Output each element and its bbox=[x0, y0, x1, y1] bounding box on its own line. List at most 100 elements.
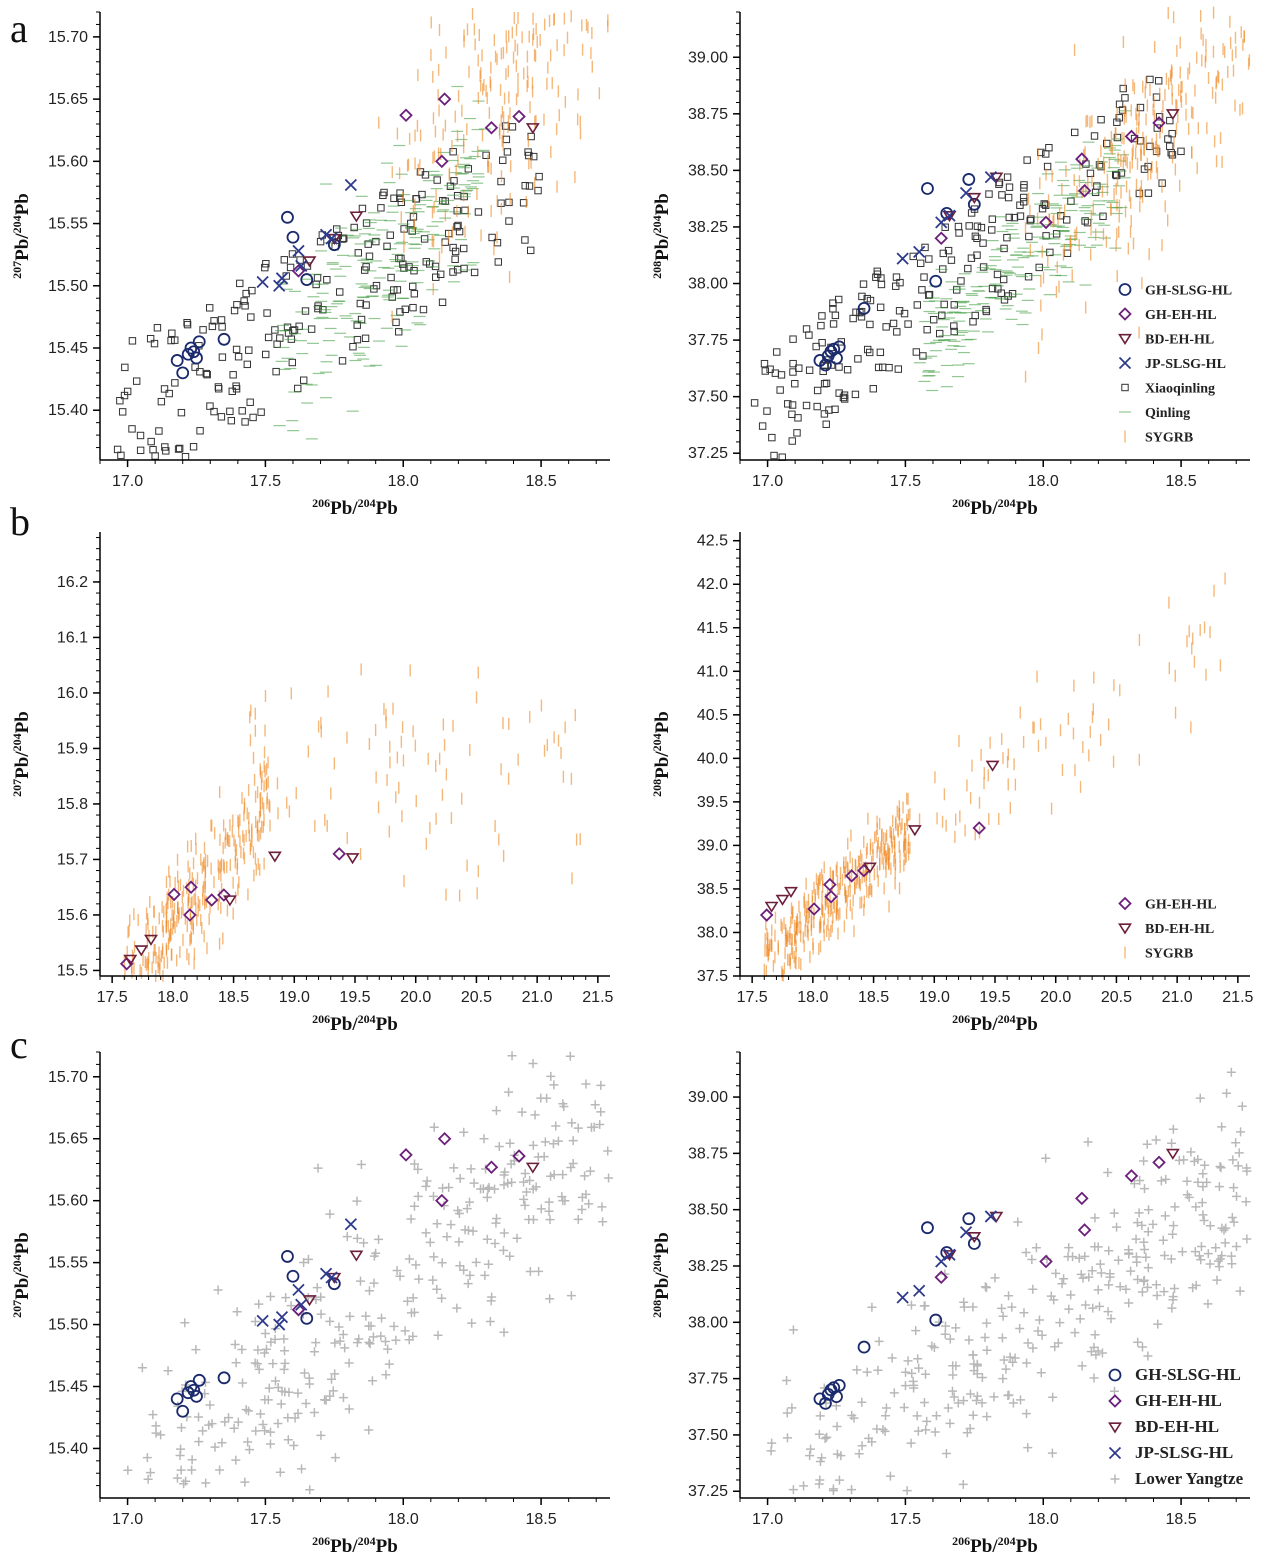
bg-point bbox=[205, 304, 214, 312]
y-axis-label-sup-den: 204 bbox=[650, 215, 664, 233]
bg-point bbox=[1143, 1227, 1153, 1237]
y-tick-label: 38.75 bbox=[688, 106, 728, 123]
bg-point bbox=[1005, 213, 1013, 222]
bg-point bbox=[1220, 1238, 1230, 1248]
y-axis-label: 207Pb/204Pb bbox=[10, 711, 33, 797]
bg-point bbox=[1167, 149, 1175, 157]
bg-point bbox=[874, 1336, 884, 1346]
bg-point bbox=[460, 264, 468, 273]
bg-point bbox=[1074, 1253, 1084, 1263]
bg-point bbox=[968, 1302, 978, 1312]
bg-point bbox=[825, 406, 833, 414]
data-point bbox=[332, 847, 346, 861]
bg-point bbox=[869, 385, 877, 393]
bg-point bbox=[1121, 1284, 1131, 1294]
x-tick-label: 17.5 bbox=[250, 473, 281, 490]
bg-point bbox=[1028, 1284, 1038, 1294]
bg-point bbox=[979, 239, 987, 247]
bg-point bbox=[750, 399, 759, 407]
data-point bbox=[204, 893, 219, 907]
bg-point bbox=[1124, 1298, 1134, 1308]
bg-point bbox=[581, 1189, 591, 1199]
data-point bbox=[281, 1250, 294, 1263]
bg-point bbox=[566, 1291, 576, 1301]
bg-point bbox=[268, 1359, 278, 1369]
bg-point bbox=[286, 263, 295, 272]
bg-point bbox=[945, 1418, 955, 1428]
data-point bbox=[942, 1250, 957, 1262]
bg-point bbox=[345, 1311, 355, 1321]
data-point bbox=[1039, 215, 1053, 230]
x-axis-label: 206Pb/204Pb bbox=[952, 1534, 1038, 1557]
bg-point bbox=[1083, 218, 1092, 227]
y-tick-label: 39.5 bbox=[697, 794, 728, 811]
bg-point bbox=[1090, 1330, 1100, 1340]
bg-point bbox=[1081, 217, 1089, 225]
bg-point bbox=[171, 336, 179, 344]
x-tick-label: 18.0 bbox=[157, 989, 188, 1006]
data-point bbox=[275, 272, 289, 285]
bg-point bbox=[464, 165, 473, 173]
x-axis-label-sup-num: 206 bbox=[952, 1534, 970, 1548]
data-point bbox=[344, 178, 358, 192]
y-tick-label: 39.00 bbox=[688, 1089, 728, 1106]
bg-point bbox=[299, 1258, 309, 1268]
data-point bbox=[989, 1211, 1004, 1223]
bg-point bbox=[293, 1388, 303, 1398]
data-point bbox=[281, 210, 294, 224]
x-tick-label: 18.0 bbox=[388, 473, 419, 490]
x-axis-label-sup-num: 206 bbox=[312, 1534, 330, 1548]
x-axis-label-sup-den: 204 bbox=[358, 1534, 376, 1548]
x-tick-label: 21.5 bbox=[582, 989, 613, 1006]
bg-point bbox=[438, 298, 447, 307]
bg-point bbox=[1004, 193, 1013, 202]
background-lower-yangtze bbox=[766, 1067, 1252, 1496]
bg-point bbox=[1027, 215, 1035, 223]
bg-point bbox=[1141, 1252, 1151, 1262]
bg-point bbox=[1235, 1286, 1245, 1296]
x-tick-label: 18.5 bbox=[218, 989, 249, 1006]
bg-point bbox=[463, 1279, 473, 1289]
bg-point bbox=[1087, 1266, 1097, 1276]
bg-point bbox=[176, 1444, 186, 1454]
bg-point bbox=[982, 1345, 992, 1355]
panel-a-left: 17.0 17.5 18.0 18.5 15.40 15.45 15.50 15.55 15.6… bbox=[10, 7, 610, 519]
bg-point bbox=[1129, 1179, 1139, 1189]
bg-point bbox=[449, 1163, 459, 1173]
y-tick-label: 15.50 bbox=[48, 1317, 88, 1334]
bg-point bbox=[540, 1137, 550, 1147]
bg-point bbox=[1025, 232, 1033, 241]
bg-point bbox=[973, 251, 981, 259]
bg-point bbox=[1077, 1361, 1087, 1371]
data-point bbox=[286, 1269, 300, 1283]
x-tick-label: 19.0 bbox=[279, 989, 310, 1006]
bg-point bbox=[1016, 1395, 1026, 1405]
y-tick-label: 38.75 bbox=[688, 1145, 728, 1162]
bg-point bbox=[873, 1365, 883, 1375]
x-axis-label-sup-num: 206 bbox=[952, 496, 970, 510]
bg-point bbox=[254, 1299, 264, 1309]
bg-point bbox=[972, 1391, 982, 1401]
bg-point bbox=[203, 370, 211, 379]
bg-point bbox=[409, 1307, 419, 1317]
bg-point bbox=[1004, 292, 1012, 300]
bg-point bbox=[1124, 1245, 1134, 1255]
bg-point bbox=[948, 1361, 958, 1371]
bg-point bbox=[214, 383, 223, 391]
bg-point bbox=[264, 1383, 274, 1393]
panel-letter-a: a bbox=[10, 6, 28, 51]
bg-point bbox=[558, 1099, 568, 1109]
bg-point bbox=[1151, 1280, 1161, 1290]
bg-point bbox=[117, 451, 125, 460]
bg-point bbox=[971, 311, 979, 320]
bg-point bbox=[835, 363, 843, 371]
bg-point bbox=[330, 1338, 340, 1348]
bg-point bbox=[777, 371, 786, 379]
bg-point bbox=[817, 1453, 827, 1463]
bg-point bbox=[959, 1297, 969, 1307]
bg-point bbox=[1005, 1352, 1015, 1362]
x-tick-label: 20.0 bbox=[1040, 989, 1071, 1006]
legend-label: GH-EH-HL bbox=[1145, 308, 1217, 323]
bg-point bbox=[201, 1478, 211, 1488]
legend-marker bbox=[1118, 923, 1132, 935]
